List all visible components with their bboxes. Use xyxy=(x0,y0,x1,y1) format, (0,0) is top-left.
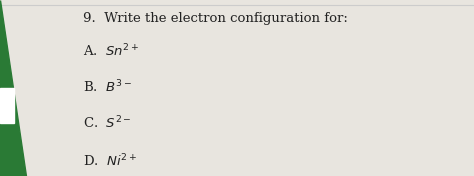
Text: B.  $B^{3-}$: B. $B^{3-}$ xyxy=(83,79,132,96)
Bar xyxy=(0,88,14,123)
Text: 9.  Write the electron configuration for:: 9. Write the electron configuration for: xyxy=(83,12,348,25)
Text: C.  $S^{2-}$: C. $S^{2-}$ xyxy=(83,114,131,131)
Polygon shape xyxy=(0,0,26,176)
Text: A.  $Sn^{2+}$: A. $Sn^{2+}$ xyxy=(83,42,139,59)
Text: D.  $Ni^{2+}$: D. $Ni^{2+}$ xyxy=(83,153,137,170)
